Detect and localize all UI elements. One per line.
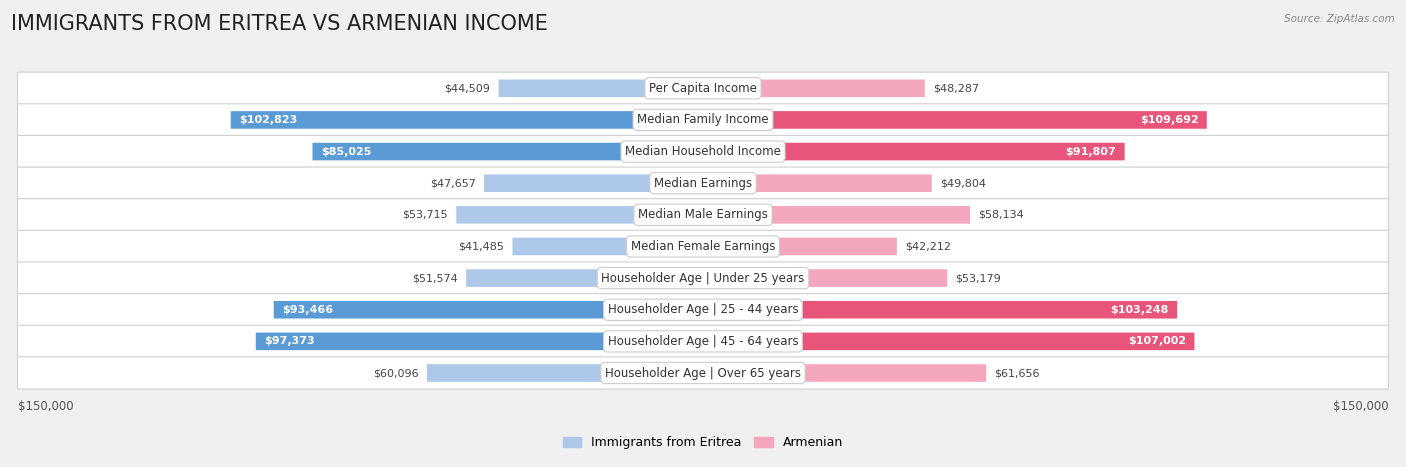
- FancyBboxPatch shape: [231, 111, 703, 129]
- Text: $47,657: $47,657: [430, 178, 475, 188]
- Text: $93,466: $93,466: [283, 305, 333, 315]
- FancyBboxPatch shape: [499, 79, 703, 97]
- Text: $61,656: $61,656: [994, 368, 1040, 378]
- Text: Householder Age | 25 - 44 years: Householder Age | 25 - 44 years: [607, 303, 799, 316]
- FancyBboxPatch shape: [17, 325, 1389, 358]
- FancyBboxPatch shape: [484, 174, 703, 192]
- FancyBboxPatch shape: [17, 262, 1389, 294]
- Text: Median Family Income: Median Family Income: [637, 113, 769, 127]
- Text: $102,823: $102,823: [239, 115, 297, 125]
- Text: $150,000: $150,000: [17, 400, 73, 413]
- FancyBboxPatch shape: [17, 294, 1389, 326]
- Text: $44,509: $44,509: [444, 83, 491, 93]
- Text: IMMIGRANTS FROM ERITREA VS ARMENIAN INCOME: IMMIGRANTS FROM ERITREA VS ARMENIAN INCO…: [11, 14, 548, 34]
- FancyBboxPatch shape: [17, 135, 1389, 168]
- FancyBboxPatch shape: [703, 333, 1195, 350]
- FancyBboxPatch shape: [703, 238, 897, 255]
- FancyBboxPatch shape: [703, 364, 986, 382]
- Text: Median Earnings: Median Earnings: [654, 177, 752, 190]
- FancyBboxPatch shape: [457, 206, 703, 224]
- Text: Median Female Earnings: Median Female Earnings: [631, 240, 775, 253]
- Text: $109,692: $109,692: [1140, 115, 1198, 125]
- Text: $48,287: $48,287: [934, 83, 979, 93]
- FancyBboxPatch shape: [17, 72, 1389, 105]
- Text: Median Household Income: Median Household Income: [626, 145, 780, 158]
- Text: Householder Age | Over 65 years: Householder Age | Over 65 years: [605, 367, 801, 380]
- Text: $53,715: $53,715: [402, 210, 449, 220]
- Text: Per Capita Income: Per Capita Income: [650, 82, 756, 95]
- Legend: Immigrants from Eritrea, Armenian: Immigrants from Eritrea, Armenian: [558, 432, 848, 454]
- Text: $85,025: $85,025: [321, 147, 371, 156]
- FancyBboxPatch shape: [17, 198, 1389, 231]
- FancyBboxPatch shape: [427, 364, 703, 382]
- FancyBboxPatch shape: [703, 206, 970, 224]
- FancyBboxPatch shape: [703, 143, 1125, 160]
- Text: $103,248: $103,248: [1111, 305, 1168, 315]
- Text: Median Male Earnings: Median Male Earnings: [638, 208, 768, 221]
- FancyBboxPatch shape: [467, 269, 703, 287]
- FancyBboxPatch shape: [703, 79, 925, 97]
- Text: $107,002: $107,002: [1128, 336, 1187, 347]
- Text: Householder Age | 45 - 64 years: Householder Age | 45 - 64 years: [607, 335, 799, 348]
- FancyBboxPatch shape: [17, 104, 1389, 136]
- FancyBboxPatch shape: [17, 230, 1389, 262]
- Text: $49,804: $49,804: [941, 178, 986, 188]
- Text: $51,574: $51,574: [412, 273, 458, 283]
- FancyBboxPatch shape: [703, 111, 1206, 129]
- Text: $42,212: $42,212: [905, 241, 950, 251]
- Text: Source: ZipAtlas.com: Source: ZipAtlas.com: [1284, 14, 1395, 24]
- FancyBboxPatch shape: [17, 167, 1389, 199]
- FancyBboxPatch shape: [274, 301, 703, 318]
- Text: $58,134: $58,134: [979, 210, 1024, 220]
- Text: $97,373: $97,373: [264, 336, 315, 347]
- Text: $41,485: $41,485: [458, 241, 505, 251]
- FancyBboxPatch shape: [512, 238, 703, 255]
- FancyBboxPatch shape: [703, 174, 932, 192]
- FancyBboxPatch shape: [17, 357, 1389, 389]
- Text: $150,000: $150,000: [1333, 400, 1389, 413]
- FancyBboxPatch shape: [256, 333, 703, 350]
- FancyBboxPatch shape: [703, 301, 1177, 318]
- Text: $53,179: $53,179: [956, 273, 1001, 283]
- FancyBboxPatch shape: [703, 269, 948, 287]
- Text: $91,807: $91,807: [1066, 147, 1116, 156]
- FancyBboxPatch shape: [312, 143, 703, 160]
- Text: Householder Age | Under 25 years: Householder Age | Under 25 years: [602, 272, 804, 284]
- Text: $60,096: $60,096: [373, 368, 419, 378]
